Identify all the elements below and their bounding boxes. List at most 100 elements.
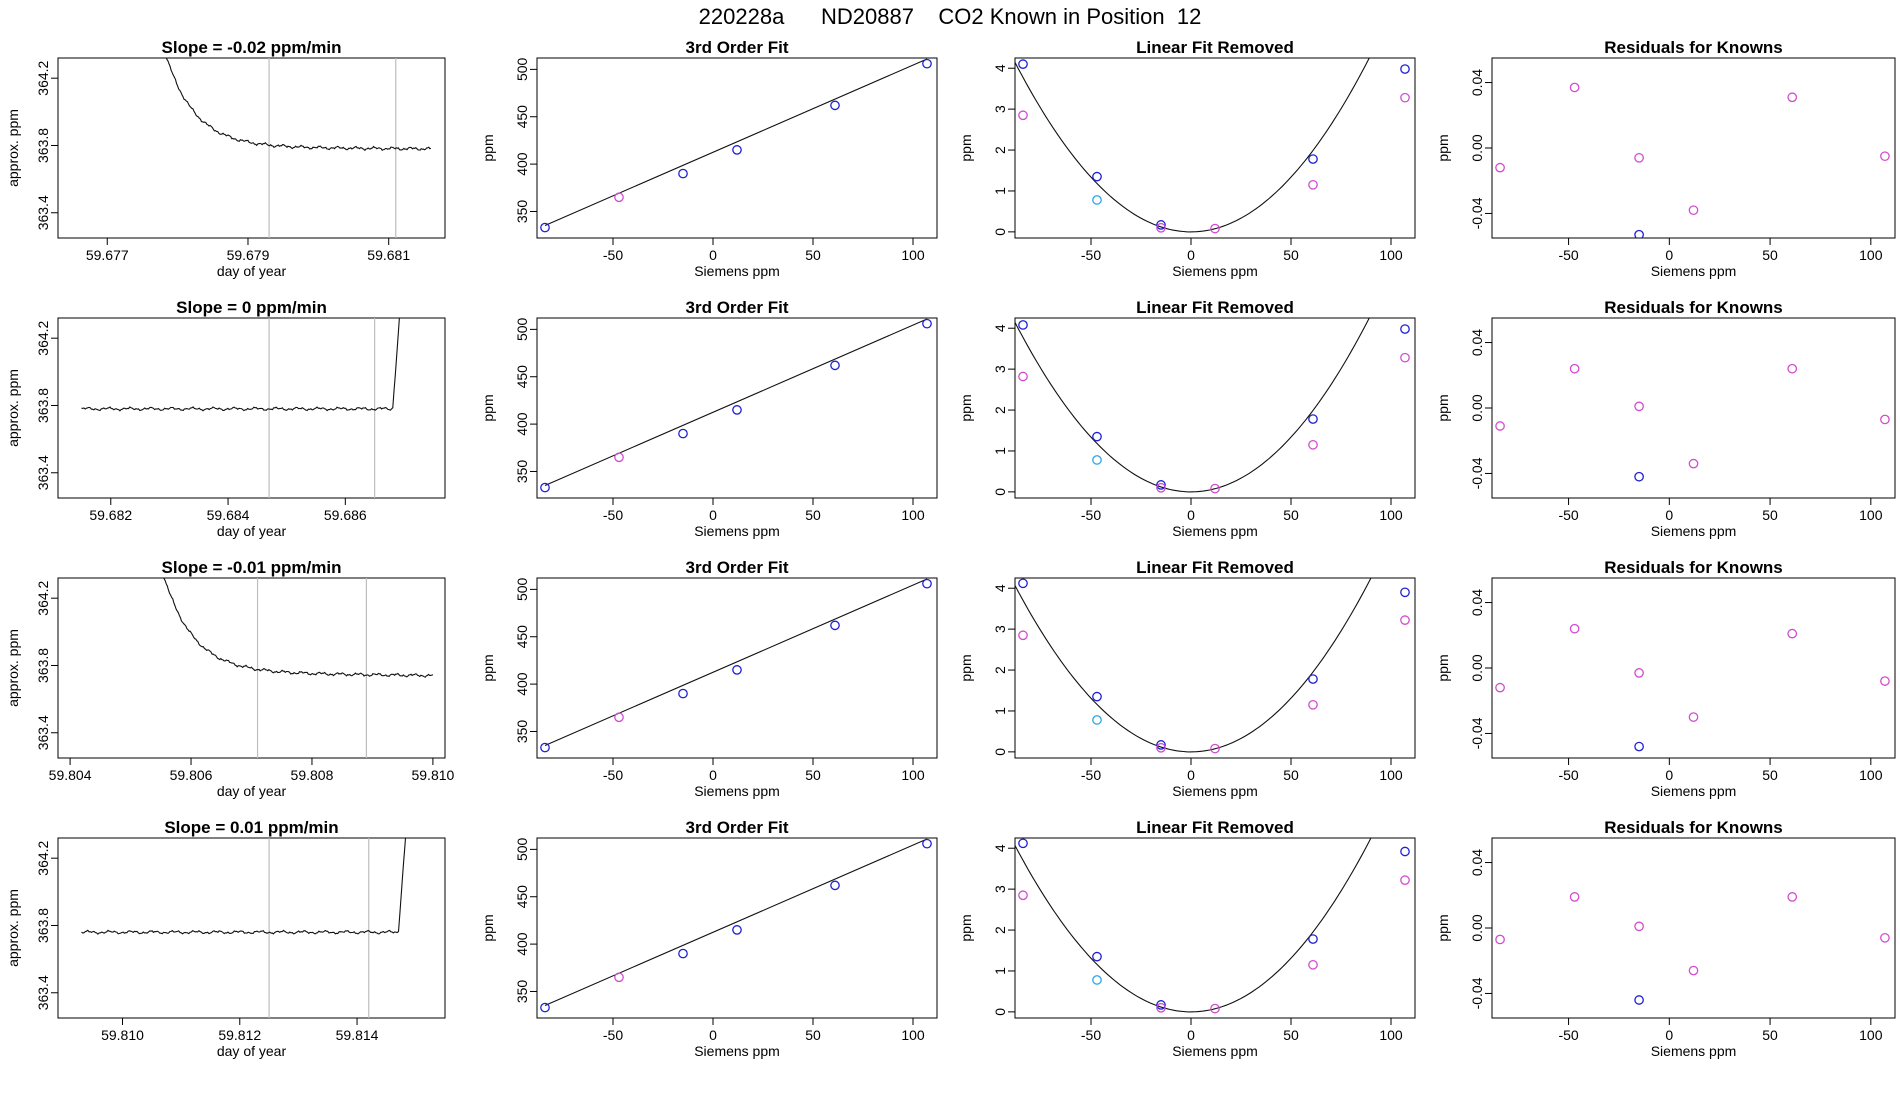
- y-axis-label: ppm: [958, 134, 974, 161]
- data-point: [614, 452, 624, 463]
- x-tick-label: 59.808: [291, 767, 334, 783]
- chart-title: 3rd Order Fit: [686, 818, 789, 837]
- data-point: [1634, 995, 1644, 1005]
- data-point: [540, 1002, 550, 1013]
- y-tick-label: -0.04: [1469, 977, 1485, 1009]
- plot-frame: [536, 837, 938, 1019]
- plot-area: [1015, 578, 1410, 754]
- x-tick-label: 100: [1379, 247, 1403, 263]
- data-point: [614, 972, 624, 983]
- y-axis-label: ppm: [480, 134, 496, 161]
- data-point: [732, 665, 742, 675]
- data-point: [1569, 623, 1580, 634]
- x-tick-label: 0: [1187, 767, 1195, 783]
- y-tick-label: 1: [992, 187, 1008, 195]
- plot-area: [163, 578, 434, 758]
- data-point: [1308, 674, 1318, 684]
- plot-area: [165, 58, 431, 238]
- x-axis-label: Siemens ppm: [694, 523, 780, 539]
- plot-frame: [1014, 837, 1416, 1019]
- y-tick-label: 364.2: [35, 60, 51, 95]
- signal-trace: [81, 318, 400, 412]
- chart-title: 3rd Order Fit: [686, 558, 789, 577]
- x-axis-label: Siemens ppm: [1651, 783, 1737, 799]
- y-tick-label: 350: [514, 980, 530, 1004]
- signal-trace: [165, 58, 431, 152]
- x-tick-label: 100: [901, 1027, 925, 1043]
- fit-curve: [544, 318, 928, 487]
- x-tick-label: -50: [1081, 767, 1101, 783]
- data-point: [1092, 431, 1102, 442]
- x-tick-label: 50: [805, 507, 821, 523]
- data-point: [1634, 401, 1644, 412]
- x-tick-label: 100: [1859, 767, 1883, 783]
- chart-panel-r3-c4: Residuals for Knowns -50 0 50 100 Siemens ppm…: [1435, 558, 1896, 799]
- x-tick-label: 59.681: [367, 247, 410, 263]
- data-point: [614, 712, 624, 723]
- y-axis-label: approx. ppm: [5, 889, 21, 967]
- data-point: [830, 880, 840, 891]
- x-tick-label: 100: [901, 247, 925, 263]
- x-tick-label: 0: [1665, 767, 1673, 783]
- chart-title: 3rd Order Fit: [686, 38, 789, 57]
- x-axis-label: Siemens ppm: [694, 263, 780, 279]
- x-axis-label: Siemens ppm: [1172, 263, 1258, 279]
- y-tick-label: 450: [514, 365, 530, 389]
- data-point: [1308, 439, 1318, 450]
- x-tick-label: -50: [1558, 767, 1578, 783]
- y-tick-label: -0.04: [1469, 457, 1485, 489]
- y-tick-label: 1: [992, 447, 1008, 455]
- data-point: [1092, 691, 1102, 702]
- data-point: [732, 925, 742, 935]
- data-point: [1210, 743, 1220, 754]
- data-point: [922, 318, 932, 329]
- y-axis-label: approx. ppm: [5, 109, 21, 187]
- plot-area: [540, 578, 932, 753]
- data-point: [1400, 352, 1410, 363]
- x-tick-label: 50: [1283, 1027, 1299, 1043]
- y-axis-label: ppm: [1435, 134, 1451, 161]
- fit-curve: [1015, 318, 1370, 493]
- y-tick-label: 3: [992, 625, 1008, 633]
- data-point: [1156, 222, 1166, 233]
- data-point: [1092, 975, 1102, 985]
- y-tick-label: 3: [992, 105, 1008, 113]
- y-tick-label: 500: [514, 57, 530, 81]
- data-point: [1092, 455, 1102, 465]
- y-axis-label: approx. ppm: [5, 629, 21, 707]
- data-point: [1787, 92, 1798, 103]
- x-tick-label: 50: [805, 767, 821, 783]
- y-tick-label: 350: [514, 460, 530, 484]
- data-point: [1156, 740, 1166, 750]
- data-point: [1787, 892, 1798, 902]
- x-axis-label: day of year: [217, 1043, 287, 1059]
- data-point: [1018, 838, 1028, 849]
- x-tick-label: 0: [709, 767, 717, 783]
- data-point: [1880, 151, 1890, 162]
- data-point: [678, 948, 688, 959]
- plot-frame: [1014, 57, 1416, 239]
- data-point: [1018, 890, 1028, 901]
- y-tick-label: 0.04: [1469, 589, 1485, 616]
- plot-frame: [1491, 317, 1896, 499]
- chart-panel-r4-c4: Residuals for Knowns -50 0 50 100 Siemens ppm…: [1435, 818, 1896, 1059]
- x-axis-label: day of year: [217, 263, 287, 279]
- plot-area: [1495, 623, 1890, 752]
- y-axis-label: ppm: [1435, 914, 1451, 941]
- x-axis-label: Siemens ppm: [1172, 783, 1258, 799]
- y-tick-label: -0.04: [1469, 717, 1485, 749]
- data-point: [1400, 875, 1410, 885]
- y-tick-label: 400: [514, 152, 530, 176]
- plot-frame: [57, 837, 446, 1019]
- y-tick-label: 363.8: [35, 388, 51, 423]
- y-tick-label: 4: [992, 324, 1008, 332]
- x-tick-label: 59.804: [49, 767, 92, 783]
- data-point: [732, 145, 742, 155]
- y-tick-label: 0.00: [1469, 654, 1485, 681]
- data-point: [1018, 371, 1028, 382]
- y-tick-label: 364.2: [35, 320, 51, 355]
- x-tick-label: 50: [1762, 1027, 1778, 1043]
- chart-panel-r2-c2: 3rd Order Fit -50 0 50 100 Siemens ppm 350 400 4…: [480, 298, 938, 539]
- data-point: [1400, 64, 1410, 74]
